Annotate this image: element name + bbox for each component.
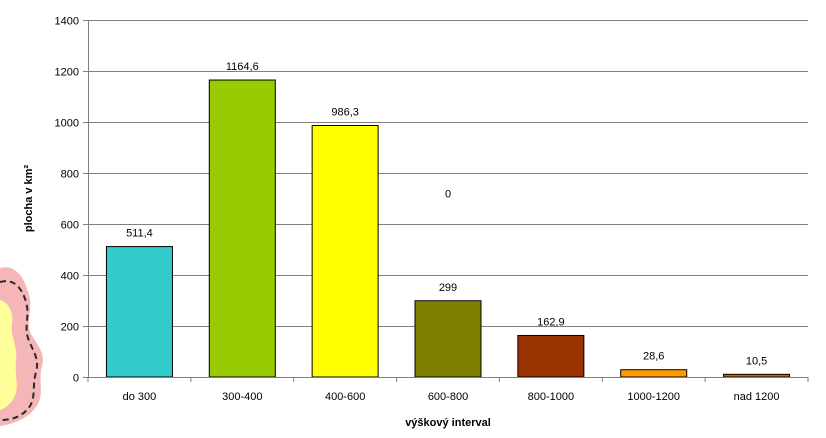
map-boundary-line bbox=[0, 280, 38, 421]
x-tick-label: 400-600 bbox=[325, 391, 365, 403]
x-tick-label: 600-800 bbox=[428, 391, 468, 403]
x-tick-label: nad 1200 bbox=[734, 391, 780, 403]
x-axis-title: výškový interval bbox=[405, 417, 491, 429]
y-tick-label: 1200 bbox=[55, 67, 79, 79]
y-tick-label: 400 bbox=[61, 271, 79, 283]
data-label: 1164,6 bbox=[226, 61, 259, 73]
bar-300-400 bbox=[208, 79, 276, 378]
y-axis-ticks: 0 200 400 600 800 1000 1200 1400 bbox=[55, 16, 88, 385]
annotations: 0 bbox=[445, 188, 451, 200]
y-tick-label: 600 bbox=[61, 220, 79, 232]
y-tick-label: 0 bbox=[73, 373, 79, 385]
x-axis-ticks: do 300 300-400 400-600 600-800 800-1000 1000-… bbox=[87, 377, 809, 403]
data-labels: 511,4 1164,6 986,3 299 162,9 28,6 10,5 bbox=[126, 61, 767, 367]
y-tick-label: 1400 bbox=[55, 16, 79, 28]
bar-1000-1200 bbox=[620, 369, 688, 378]
data-label: 511,4 bbox=[126, 228, 153, 240]
data-label: 299 bbox=[439, 282, 457, 294]
map-region-inner bbox=[0, 300, 17, 410]
x-tick-label: 1000-1200 bbox=[627, 391, 680, 403]
y-tick-label: 800 bbox=[61, 169, 79, 181]
data-label: 28,6 bbox=[643, 351, 664, 363]
y-axis-title: plocha v km² bbox=[23, 165, 35, 233]
x-tick-label: 300-400 bbox=[222, 391, 262, 403]
x-tick-label: 800-1000 bbox=[528, 391, 575, 403]
bar-800-1000 bbox=[517, 334, 585, 378]
y-tick-label: 1000 bbox=[55, 118, 79, 130]
map-fragment-decoration bbox=[0, 267, 43, 426]
data-label: 986,3 bbox=[331, 106, 359, 118]
bar-do 300 bbox=[105, 246, 173, 378]
bar-600-800 bbox=[414, 300, 482, 378]
data-label: 10,5 bbox=[746, 355, 767, 367]
annotation-text: 0 bbox=[445, 188, 451, 200]
bars bbox=[105, 79, 791, 378]
bar-nad 1200 bbox=[723, 373, 791, 378]
x-tick-label: do 300 bbox=[123, 391, 157, 403]
data-label: 162,9 bbox=[537, 316, 565, 328]
y-tick-label: 200 bbox=[61, 322, 79, 334]
bar-400-600 bbox=[311, 124, 379, 378]
axes bbox=[88, 20, 808, 378]
